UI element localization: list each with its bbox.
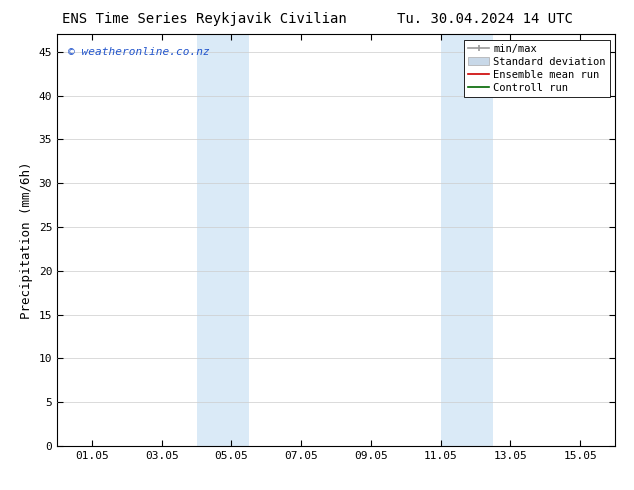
Legend: min/max, Standard deviation, Ensemble mean run, Controll run: min/max, Standard deviation, Ensemble me… (464, 40, 610, 97)
Y-axis label: Precipitation (mm/6h): Precipitation (mm/6h) (20, 161, 33, 319)
Text: ENS Time Series Reykjavik Civilian      Tu. 30.04.2024 14 UTC: ENS Time Series Reykjavik Civilian Tu. 3… (61, 12, 573, 26)
Bar (197, 34, 249, 446)
Bar (441, 34, 493, 446)
Text: © weatheronline.co.nz: © weatheronline.co.nz (68, 47, 210, 57)
